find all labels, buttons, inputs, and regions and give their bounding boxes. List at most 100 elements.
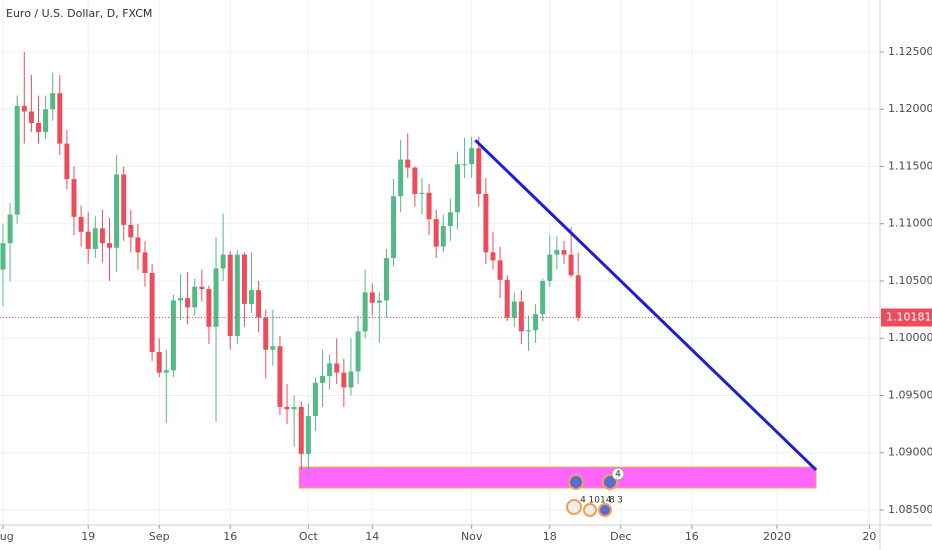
candle-body — [263, 317, 269, 350]
event-count: 8 — [609, 496, 615, 506]
candle-body — [462, 164, 468, 166]
candle-body — [540, 280, 546, 315]
candle-body — [50, 93, 56, 110]
candle-body — [163, 370, 169, 373]
event-count: 1014 — [589, 496, 612, 506]
candle-body — [185, 298, 191, 308]
candle-body — [99, 228, 105, 244]
candle-body — [114, 174, 120, 248]
y-tick-label: 1.09500 — [888, 388, 932, 401]
chart-title: Euro / U.S. Dollar, D, FXCM — [6, 7, 152, 20]
last-price-label: 1.10181 — [886, 311, 932, 324]
candle-body — [284, 406, 290, 410]
x-tick-label: 14 — [365, 530, 379, 543]
candle-body — [504, 279, 510, 318]
candle-body — [156, 351, 162, 373]
candle-body — [554, 250, 560, 255]
last-price-box — [881, 308, 932, 327]
y-tick-label: 1.12500 — [888, 45, 932, 58]
candle-body — [35, 122, 41, 133]
candle-body — [383, 258, 389, 301]
candle-body — [206, 289, 212, 327]
candle-body — [320, 376, 326, 383]
x-tick-label: Aug — [0, 530, 14, 543]
candle-body — [483, 193, 489, 253]
candle-body — [220, 254, 226, 269]
candle-body — [497, 260, 503, 280]
x-tick-label: Nov — [461, 530, 483, 543]
candle-body — [178, 298, 184, 301]
candle-body — [362, 292, 368, 332]
candle-body — [312, 382, 318, 417]
candle-body — [412, 167, 418, 194]
trendline — [474, 139, 818, 472]
candle-body — [277, 346, 283, 407]
candle-body — [249, 290, 255, 304]
event-count: 4 — [580, 496, 586, 506]
candle-body — [341, 372, 347, 388]
candle-body — [348, 371, 354, 388]
candle-body — [14, 105, 20, 215]
candle-body — [490, 252, 496, 261]
candle-body — [107, 243, 113, 248]
candle-body — [213, 268, 219, 327]
candle-body — [270, 346, 276, 350]
y-tick-label: 1.11500 — [888, 159, 932, 172]
y-tick-label: 1.09000 — [888, 446, 932, 459]
candle-body — [433, 219, 439, 247]
x-tick-label: Dec — [610, 530, 631, 543]
x-tick-label: 18 — [543, 530, 557, 543]
candle-body — [327, 363, 333, 377]
candle-body — [533, 314, 539, 331]
event-icon[interactable] — [583, 503, 597, 517]
candle-body — [547, 254, 553, 281]
candle-body — [199, 286, 205, 290]
candle-body — [447, 212, 453, 227]
candle-body — [568, 254, 574, 276]
candle-body — [64, 143, 70, 180]
event-icon[interactable] — [566, 499, 582, 515]
candle-body — [469, 148, 475, 165]
y-tick-label: 1.11000 — [888, 217, 932, 230]
candle-body — [0, 243, 6, 270]
candle-body — [43, 109, 49, 133]
candle-body — [454, 164, 460, 213]
support-zone — [298, 466, 817, 489]
candle-body — [440, 226, 446, 247]
candle-body — [71, 179, 77, 217]
candle-body — [511, 301, 517, 318]
candle-body — [355, 331, 361, 372]
axes: 1.08500 1.09000 1.09500 1.10000 1.10500 1.110… — [0, 45, 932, 543]
candle-body — [7, 214, 13, 244]
candle-body — [21, 105, 27, 112]
y-tick-label: 1.10000 — [888, 331, 932, 344]
candle-body — [391, 196, 397, 259]
event-count: 3 — [617, 496, 623, 506]
candle-body — [305, 416, 311, 454]
x-tick-label: 16 — [223, 530, 237, 543]
candle-body — [518, 301, 524, 332]
candle-body — [426, 192, 432, 220]
candle-body — [192, 286, 198, 308]
x-tick-label: Sep — [149, 530, 170, 543]
event-icon[interactable] — [568, 474, 584, 490]
candle-body — [149, 272, 155, 352]
candle-body — [234, 254, 240, 336]
candle-body — [575, 275, 581, 318]
candle-body — [92, 228, 98, 249]
candle-body — [241, 254, 247, 304]
event-icon[interactable] — [598, 503, 612, 517]
y-tick-label: 1.08500 — [888, 503, 932, 516]
y-tick-label: 1.10500 — [888, 274, 932, 287]
candle-body — [298, 406, 304, 454]
x-tick-label: 20 — [862, 530, 876, 543]
candle-body — [476, 148, 482, 194]
candle-body — [57, 93, 63, 144]
candle-body — [291, 406, 297, 410]
x-tick-label: Oct — [299, 530, 319, 543]
candle-body — [78, 216, 84, 232]
candle-body — [85, 231, 91, 249]
candle-body — [142, 252, 148, 273]
candle-body — [128, 224, 134, 238]
